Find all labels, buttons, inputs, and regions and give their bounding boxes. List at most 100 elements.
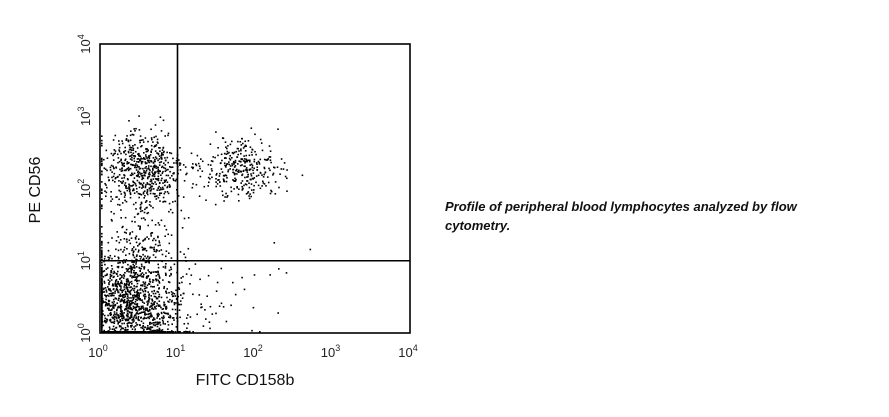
event-point [126,241,128,243]
event-point [149,308,151,311]
event-point [142,322,145,325]
event-point [187,217,190,219]
event-point [182,196,185,198]
event-point [239,164,242,167]
event-point [150,205,152,207]
event-point [101,226,103,228]
event-point [250,163,253,166]
event-point [126,248,128,250]
event-point [158,158,161,160]
event-point [154,160,156,163]
event-point [132,181,135,183]
event-point [139,289,141,291]
event-point [125,314,128,316]
event-point [150,178,152,181]
event-point [171,330,173,332]
event-point [232,161,235,164]
event-point [135,306,137,308]
event-point [124,146,126,149]
event-point [152,141,154,143]
event-point [224,141,227,143]
event-point [122,315,125,318]
event-point [148,331,151,333]
event-point [238,169,240,172]
event-point [151,175,154,177]
event-point [119,300,122,303]
event-point [230,190,233,193]
event-point [119,283,121,285]
event-point [157,168,160,171]
event-point [143,169,145,172]
event-point [131,302,133,305]
event-point [157,304,160,306]
event-point [152,308,155,310]
event-point [101,189,103,192]
event-point [163,167,165,169]
event-point [141,184,144,187]
event-point [115,288,118,290]
event-point [116,275,119,277]
event-point [115,177,117,179]
event-point [200,158,202,160]
event-point [112,325,115,328]
event-point [181,297,184,299]
event-point [152,331,155,333]
event-point [154,150,157,152]
event-point [169,166,171,168]
event-point [139,324,141,327]
event-point [223,162,226,164]
event-point [135,266,138,268]
event-point [226,147,228,150]
event-point [249,193,251,195]
event-point [160,306,162,309]
event-point [137,171,139,174]
event-point [233,163,235,165]
event-point [135,169,138,171]
event-point [101,291,103,293]
event-point [117,157,120,159]
event-point [142,257,145,260]
event-point [154,239,157,242]
event-point [101,247,103,249]
event-point [106,331,109,333]
event-point [144,311,146,313]
event-point [119,319,121,321]
x-tick-label: 101 [166,343,185,360]
event-point [101,170,103,173]
event-point [132,275,134,278]
event-point [157,279,160,282]
event-point [124,169,127,172]
event-point [208,181,210,184]
event-point [118,261,121,264]
event-point [123,293,126,296]
event-point [255,153,257,156]
event-point [134,296,136,298]
event-point [112,298,115,301]
event-point [136,304,139,307]
event-point [101,298,103,301]
event-point [147,327,150,329]
event-point [139,225,141,228]
event-point [135,235,138,238]
event-point [248,197,251,200]
event-point [134,331,136,333]
event-point [113,318,116,321]
event-point [101,205,103,207]
event-point [175,160,178,162]
event-point [131,276,133,279]
event-point [166,181,169,183]
event-point [169,316,171,319]
event-point [189,316,192,318]
event-point [130,130,132,132]
event-point [131,302,134,304]
event-point [252,172,255,174]
event-point [125,283,128,285]
event-point [129,281,131,283]
event-point [154,156,157,158]
event-point [146,309,149,312]
event-point [163,331,166,333]
event-point [121,291,123,294]
event-point [101,249,103,252]
event-point [146,159,149,162]
event-point [170,152,173,155]
